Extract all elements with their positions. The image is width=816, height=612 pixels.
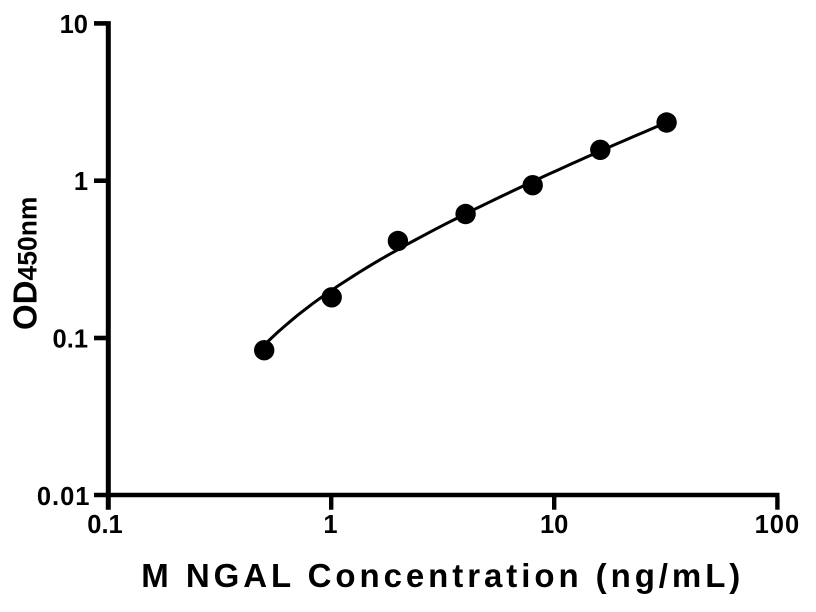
svg-text:M NGAL Concentration (ng/mL): M NGAL Concentration (ng/mL)	[141, 557, 740, 594]
svg-text:OD450nm: OD450nm	[7, 197, 44, 330]
svg-text:0.1: 0.1	[53, 326, 88, 354]
svg-text:0.1: 0.1	[87, 511, 122, 539]
svg-text:10: 10	[540, 511, 568, 539]
svg-text:100: 100	[755, 511, 801, 539]
svg-text:1: 1	[74, 168, 88, 196]
svg-text:10: 10	[60, 11, 88, 39]
svg-text:0.01: 0.01	[37, 483, 91, 511]
svg-text:1: 1	[323, 511, 337, 539]
